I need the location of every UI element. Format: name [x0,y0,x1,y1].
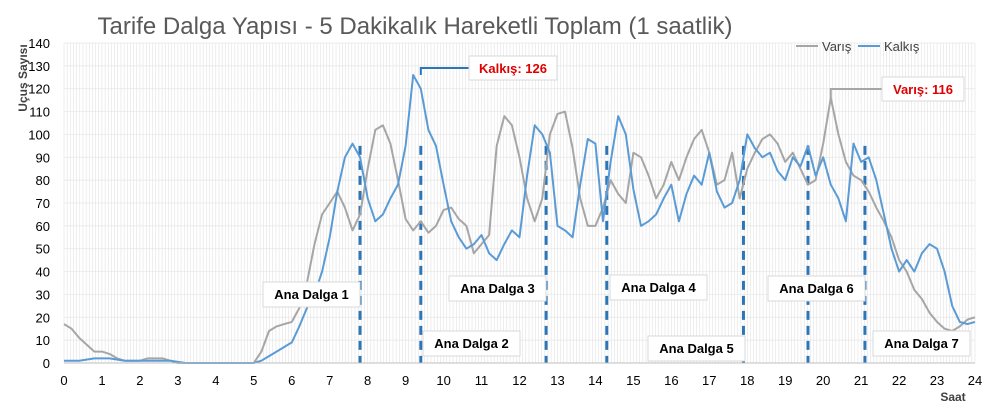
grid [63,42,976,364]
wave-label-box [872,330,971,357]
axes: 0 1 2 3 4 5 6 7 8 9 10 11 12 13 14 15 16 17 18 19 20 21 22 23 24… [28,36,982,388]
wave-label-box [609,274,708,301]
x-tick-label: 10 [436,373,450,388]
wave-label: Ana Dalga 7 [884,336,958,351]
x-tick-label: 15 [626,373,640,388]
callout-leader [829,88,882,98]
y-tick-label: 0 [43,356,50,371]
legend-label-kalkis: Kalkış [884,39,920,54]
y-tick-label: 10 [36,333,50,348]
wave-annotations: Ana Dalga 1 Ana Dalga 2 Ana Dalga 3 Ana Dal… [262,274,971,362]
wave-label: Ana Dalga 2 [434,336,508,351]
wave-label-box [767,275,866,302]
x-tick-label: 16 [664,373,678,388]
wave-lines [358,145,867,363]
callouts: Kalkış: 126 Varış: 116 [419,55,965,102]
x-tick-label: 0 [60,373,67,388]
wave-label: Ana Dalga 5 [659,341,733,356]
wave-label: Ana Dalga 6 [779,281,853,296]
chart-title: Tarife Dalga Yapısı - 5 Dakikalık Hareke… [98,13,733,40]
x-tick-label: 17 [702,373,716,388]
y-tick-label: 90 [36,150,50,165]
series-line-kalkis [64,74,976,364]
x-tick-label: 20 [816,373,830,388]
x-tick-label: 2 [136,373,143,388]
x-tick-label: 21 [854,373,868,388]
wave-label: Ana Dalga 4 [621,280,696,295]
legend-label-varis: Varış [822,39,852,54]
x-tick-label: 24 [968,373,982,388]
wave-label-box [262,281,361,308]
callout-label: Varış: 116 [893,82,953,97]
y-tick-label: 100 [28,127,50,142]
x-tick-label: 8 [364,373,371,388]
y-axis-label: Uçuş Sayısı [16,44,30,111]
x-tick-label: 22 [892,373,906,388]
callout-box [881,76,965,102]
legend: Varış Kalkış [796,39,920,54]
y-tick-label: 110 [29,105,50,120]
wave-label-box [422,330,521,357]
callout-label: Kalkış: 126 [479,61,547,76]
x-tick-label: 13 [550,373,564,388]
x-tick-label: 11 [475,373,489,388]
y-tick-label: 50 [36,242,50,257]
wave-label: Ana Dalga 3 [460,281,534,296]
wave-label-box [448,275,547,302]
y-tick-label: 130 [28,59,50,74]
x-tick-label: 7 [326,373,333,388]
x-tick-label: 19 [778,373,792,388]
x-tick-label: 14 [588,373,602,388]
x-tick-label: 12 [512,373,526,388]
callout-leader [419,67,469,75]
wave-label: Ana Dalga 1 [274,287,348,302]
x-tick-label: 18 [740,373,754,388]
x-axis-label: Saat [940,390,965,404]
x-tick-label: 1 [98,373,105,388]
x-tick-label: 9 [402,373,409,388]
y-tick-label: 120 [28,82,50,97]
x-tick-label: 6 [288,373,295,388]
x-tick-label: 5 [250,373,257,388]
y-tick-label: 140 [28,36,50,51]
wave-label-box [647,335,746,362]
callout-box [468,55,558,81]
x-tick-label: 4 [212,373,219,388]
y-tick-label: 30 [36,287,50,302]
y-tick-label: 70 [36,196,50,211]
y-tick-label: 40 [36,265,50,280]
y-tick-label: 60 [36,219,50,234]
x-tick-label: 3 [174,373,181,388]
y-tick-label: 20 [36,310,50,325]
x-tick-label: 23 [930,373,944,388]
y-tick-label: 80 [36,173,50,188]
